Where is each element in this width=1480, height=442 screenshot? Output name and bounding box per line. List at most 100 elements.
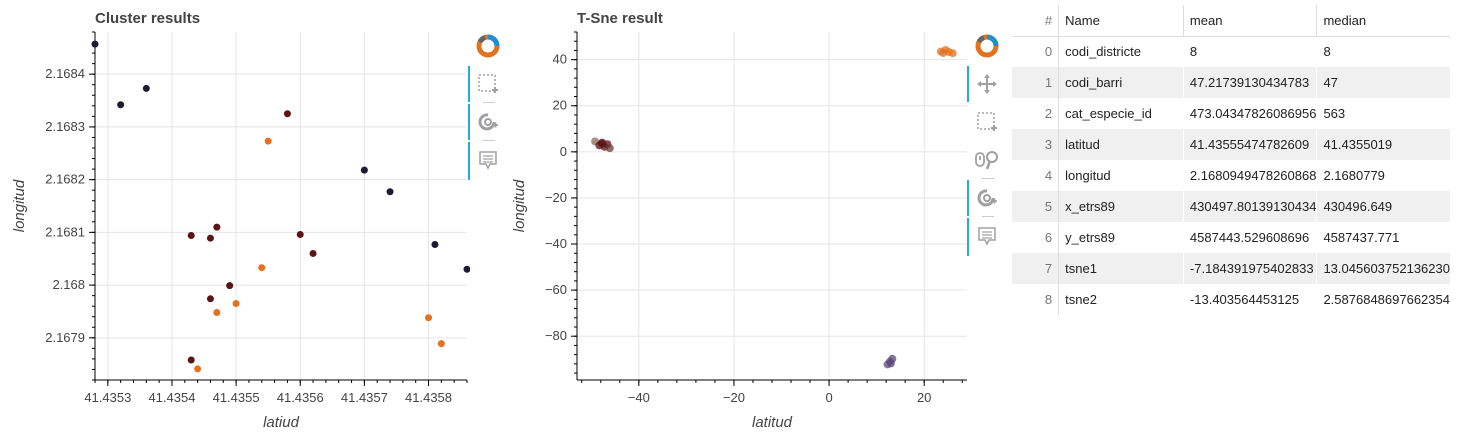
hover-tooltip-icon[interactable] [973, 222, 1001, 250]
x-tick-label: 41.4356 [277, 390, 324, 405]
toolbar-separator [982, 178, 994, 179]
data-point [360, 166, 368, 174]
y-tick-label: 2.168 [52, 277, 85, 292]
box-zoom-icon[interactable] [474, 70, 502, 98]
y-tick-label: −80 [545, 328, 567, 343]
data-point [232, 300, 240, 308]
cell-mean: 430497.80139130434 [1183, 191, 1317, 222]
y-tick-label: 40 [553, 52, 567, 67]
header-name[interactable]: Name [1058, 5, 1184, 37]
tool-active-indicator [967, 218, 969, 256]
hover-tooltip-icon[interactable] [474, 146, 502, 174]
statistics-table: # Name mean median 0 codi_districte 8 8 1 cod… [1012, 5, 1450, 315]
bokeh-logo-icon[interactable] [474, 32, 502, 60]
cell-median: 13.045603752136230 [1316, 253, 1450, 284]
data-point [296, 230, 304, 238]
x-axis-label: latitud [752, 414, 793, 431]
data-point [597, 139, 606, 148]
cell-name: latitud [1058, 129, 1184, 160]
data-point [117, 101, 125, 109]
toolbar-separator [982, 216, 994, 217]
cell-median: 2.5876848697662354 [1323, 292, 1450, 307]
y-tick-label: −40 [545, 236, 567, 251]
data-point [194, 365, 202, 373]
x-tick-label: −20 [723, 390, 745, 405]
x-tick-label: −40 [628, 390, 650, 405]
y-tick-label: 2.1683 [45, 119, 85, 134]
pan-icon[interactable] [973, 70, 1001, 98]
cell-mean: 8 [1189, 44, 1198, 60]
cell-name: codi_barri [1058, 67, 1184, 98]
x-tick-label: 41.4357 [341, 390, 388, 405]
cell-median: 430496.649 [1316, 191, 1450, 222]
tool-active-indicator [967, 180, 969, 216]
cell-mean: 4587443.529608696 [1189, 230, 1310, 245]
table-header-row: # Name mean median [1012, 5, 1450, 37]
cell-median: 563 [1323, 106, 1346, 121]
cell-median: 41.4355019 [1316, 129, 1450, 160]
data-point [187, 232, 195, 240]
chart-title: T-Sne result [577, 10, 663, 27]
cell-name: x_etrs89 [1058, 191, 1184, 222]
reset-icon[interactable] [973, 184, 1001, 212]
data-point [226, 282, 234, 290]
box-zoom-icon[interactable] [973, 108, 1001, 136]
data-point [948, 49, 957, 58]
row-index: 8 [1012, 284, 1060, 315]
data-point [463, 265, 470, 273]
cluster-toolbar [468, 32, 508, 192]
cell-name: tsne1 [1058, 253, 1184, 284]
cell-mean: -13.403564453125 [1189, 292, 1300, 307]
data-point [264, 137, 272, 145]
data-point [142, 84, 150, 92]
data-point [939, 48, 948, 57]
row-index: 2 [1012, 98, 1060, 129]
tool-active-indicator [468, 104, 470, 140]
y-tick-label: 0 [560, 144, 567, 159]
table-row: 3 latitud 41.43555474782609 41.4355019 [1012, 129, 1450, 160]
table-row: 2 cat_especie_id 473.04347826086956 563 [1012, 98, 1450, 129]
data-point [309, 249, 317, 257]
row-index: 3 [1012, 129, 1060, 160]
x-tick-label: 41.4353 [84, 390, 131, 405]
header-median[interactable]: median [1316, 5, 1450, 37]
row-index: 5 [1012, 191, 1060, 222]
data-point [431, 240, 439, 248]
data-point [425, 314, 433, 322]
y-tick-label: 2.1679 [45, 330, 85, 345]
data-point [386, 188, 394, 196]
y-tick-label: 20 [553, 98, 567, 113]
x-axis-label: latiud [263, 414, 300, 431]
header-mean[interactable]: mean [1182, 5, 1317, 37]
y-tick-label: −20 [545, 190, 567, 205]
tsne-toolbar [967, 32, 1007, 262]
bokeh-logo-icon[interactable] [973, 32, 1001, 60]
table-row: 0 codi_districte 8 8 [1012, 36, 1450, 67]
data-point [213, 309, 221, 317]
data-point [605, 144, 614, 153]
wheel-zoom-icon[interactable] [973, 146, 1001, 174]
cell-mean: 2.1680949478260868 [1189, 168, 1317, 183]
data-point [213, 223, 221, 231]
toolbar-separator [483, 102, 495, 103]
table-row: 4 longitud 2.1680949478260868 2.1680779 [1012, 160, 1450, 191]
cell-name: longitud [1065, 168, 1111, 183]
table-row: 8 tsne2 -13.403564453125 2.5876848697662354 [1012, 284, 1450, 315]
y-tick-label: 2.1682 [45, 172, 85, 187]
row-index: 0 [1012, 36, 1060, 67]
y-tick-label: −60 [545, 282, 567, 297]
reset-icon[interactable] [474, 108, 502, 136]
cell-mean: 47.21739130434783 [1183, 67, 1317, 98]
x-tick-label: 0 [825, 390, 832, 405]
data-point [258, 264, 266, 272]
table-row: 1 codi_barri 47.21739130434783 47 [1012, 67, 1450, 98]
data-point [437, 340, 445, 348]
data-point [206, 234, 214, 242]
statistics-table-container[interactable]: # Name mean median 0 codi_districte 8 8 1 cod… [1012, 5, 1450, 320]
data-point [91, 40, 99, 48]
cell-median: 4587437.771 [1323, 230, 1400, 245]
data-point [886, 359, 895, 368]
data-point [283, 110, 291, 118]
table-row: 7 tsne1 -7.184391975402833 13.0456037521362… [1012, 253, 1450, 284]
x-tick-label: 41.4355 [213, 390, 260, 405]
